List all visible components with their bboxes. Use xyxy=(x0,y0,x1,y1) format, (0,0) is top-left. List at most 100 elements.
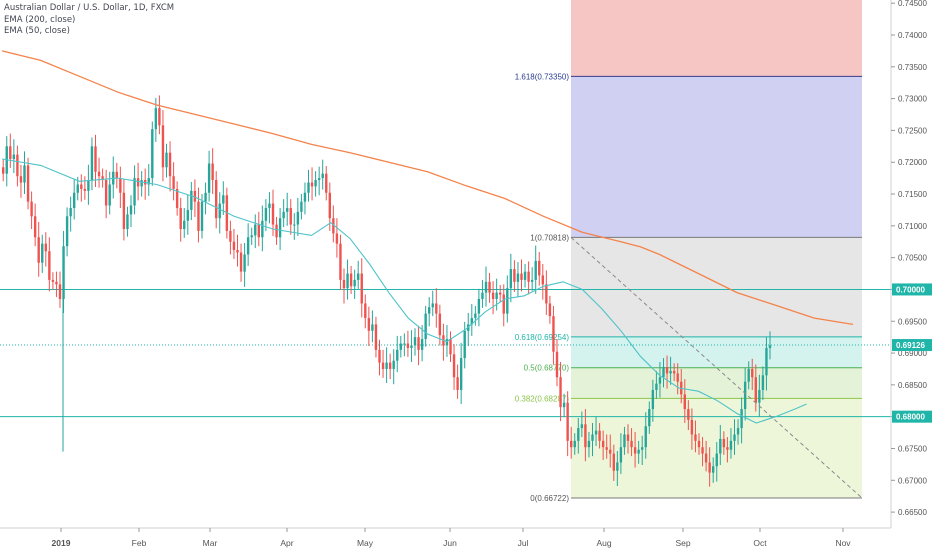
candle-body xyxy=(672,370,676,374)
candle-body xyxy=(147,178,150,185)
candle-body xyxy=(197,201,200,231)
candle-body xyxy=(30,201,33,217)
candle-body xyxy=(449,339,452,355)
candle-body xyxy=(236,250,239,253)
candle-body xyxy=(499,292,502,295)
candle-body xyxy=(360,273,363,304)
candle-body xyxy=(410,345,413,348)
candle-body xyxy=(133,178,136,206)
candle-body xyxy=(399,343,402,350)
candle-body xyxy=(87,180,90,191)
candle-body xyxy=(342,279,346,289)
candle-body xyxy=(743,381,747,410)
candle-body xyxy=(470,318,473,325)
candle-body xyxy=(325,173,328,193)
candle-body xyxy=(651,389,655,410)
candle-body xyxy=(626,434,630,441)
candle-body xyxy=(431,303,434,308)
candle-body xyxy=(289,208,292,225)
candle-body xyxy=(62,246,65,299)
candle-body xyxy=(474,313,477,319)
candle-body xyxy=(758,389,761,403)
trend-line xyxy=(570,237,863,499)
candle-body xyxy=(261,220,264,238)
candle-body xyxy=(573,440,576,448)
candle-body xyxy=(293,224,296,226)
candle-body xyxy=(548,303,552,317)
candle-body xyxy=(420,339,424,350)
candle-body xyxy=(296,211,300,225)
candle-body xyxy=(541,275,544,285)
candle-body xyxy=(278,218,282,238)
candle-body xyxy=(701,447,704,454)
candle-body xyxy=(733,434,736,441)
candle-body xyxy=(438,313,442,336)
x-tick-label: Jun xyxy=(443,538,457,548)
candle-body xyxy=(765,347,768,376)
price-axis-bg xyxy=(891,0,932,550)
candle-body xyxy=(374,324,378,350)
candle-body xyxy=(254,224,257,236)
y-tick-label: 0.73000 xyxy=(898,95,927,104)
legend-ema200: EMA (200, close) xyxy=(4,14,76,25)
candle-body xyxy=(264,208,268,221)
candle-body xyxy=(55,281,58,285)
ema200-line xyxy=(1,50,854,326)
candle-body xyxy=(271,203,275,225)
candle-body xyxy=(587,440,591,448)
candle-body xyxy=(83,188,87,191)
candle-body xyxy=(65,216,69,247)
candle-body xyxy=(183,220,186,230)
fib-zone-green xyxy=(571,367,862,399)
y-tick-label: 0.71000 xyxy=(898,222,927,231)
candle-body xyxy=(459,358,463,390)
x-tick-label: Apr xyxy=(280,538,293,548)
candle-body xyxy=(193,190,197,202)
candle-body xyxy=(200,201,204,231)
fib-label-0.382: 0.382(0.68287) xyxy=(515,394,570,403)
fib-label-0.618: 0.618(0.69254) xyxy=(515,333,570,342)
candle-body xyxy=(751,368,754,378)
candle-body xyxy=(687,409,690,420)
candle-body xyxy=(747,368,750,382)
y-tick-label: 0.69500 xyxy=(898,317,927,326)
candle-body xyxy=(250,235,253,238)
price-tag-bg xyxy=(892,283,932,296)
candle-body xyxy=(246,237,250,255)
candle-body xyxy=(80,184,83,189)
candle-body xyxy=(310,182,314,187)
fib-zone-grey xyxy=(571,237,862,337)
candle-body xyxy=(371,324,374,331)
candle-body xyxy=(257,224,260,238)
candle-body xyxy=(527,271,530,282)
y-tick-label: 0.66500 xyxy=(898,508,927,517)
y-tick-label: 0.71500 xyxy=(898,190,927,199)
candle-body xyxy=(136,178,140,187)
candle-body xyxy=(726,447,729,450)
candle-body xyxy=(129,205,133,215)
candle-body xyxy=(506,288,509,314)
candle-body xyxy=(637,449,640,454)
candle-body xyxy=(151,129,154,179)
candle-body xyxy=(51,279,55,282)
x-tick-label: Jul xyxy=(518,538,529,548)
candle-body xyxy=(90,146,94,181)
candle-body xyxy=(204,192,207,202)
candle-body xyxy=(165,152,168,168)
candle-body xyxy=(530,279,534,282)
candle-body xyxy=(357,273,360,280)
candle-body xyxy=(697,440,701,448)
y-tick-label: 0.72000 xyxy=(898,158,927,167)
candle-body xyxy=(186,209,189,221)
candle-body xyxy=(232,241,236,251)
fib-zone-cyan xyxy=(571,336,862,368)
legend-ema50: EMA (50, close) xyxy=(4,26,70,36)
y-tick-label: 0.70500 xyxy=(898,254,927,263)
fib-zone-blue xyxy=(571,76,862,238)
candle-body xyxy=(328,192,331,219)
x-tick-label: Aug xyxy=(596,538,611,548)
candle-body xyxy=(481,292,484,299)
candle-body xyxy=(580,424,584,429)
candle-body xyxy=(559,377,562,408)
